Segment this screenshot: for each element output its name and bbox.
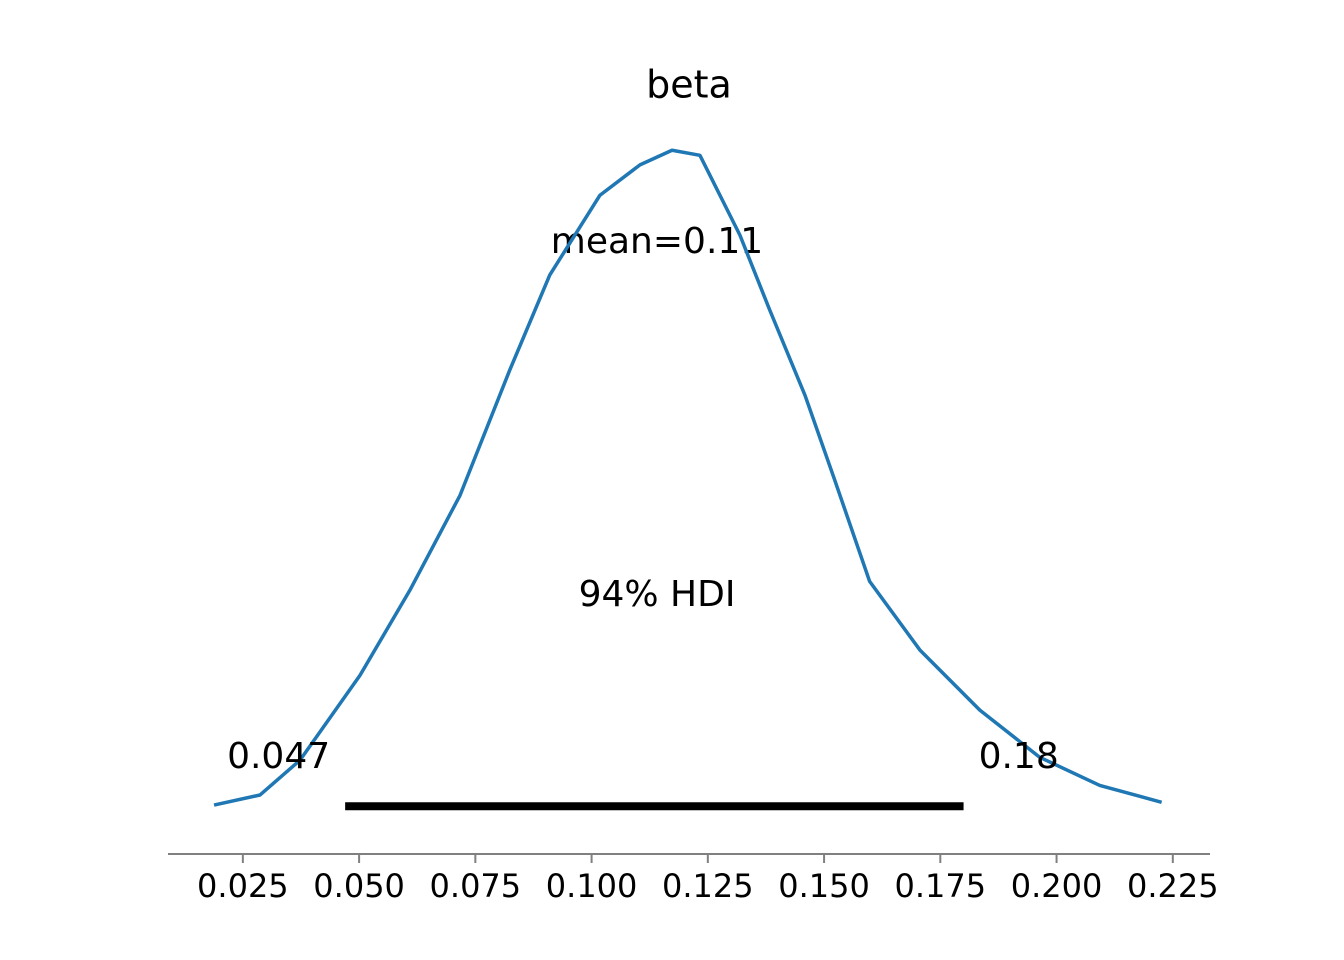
hdi-label: 94% HDI [579,574,736,615]
hdi-high-label: 0.18 [979,736,1059,777]
x-tick-label: 0.200 [1011,867,1103,905]
mean-label: mean=0.11 [551,221,763,262]
x-tick-label: 0.100 [546,867,638,905]
chart-title: beta [646,63,732,107]
x-tick-label: 0.125 [662,867,754,905]
x-tick-label: 0.175 [895,867,987,905]
x-tick-label: 0.225 [1127,867,1219,905]
x-tick-label: 0.075 [430,867,522,905]
hdi-low-label: 0.047 [227,736,330,777]
x-tick-label: 0.025 [197,867,289,905]
x-tick-label: 0.150 [778,867,870,905]
x-tick-label: 0.050 [313,867,405,905]
density-curve [213,148,1163,807]
